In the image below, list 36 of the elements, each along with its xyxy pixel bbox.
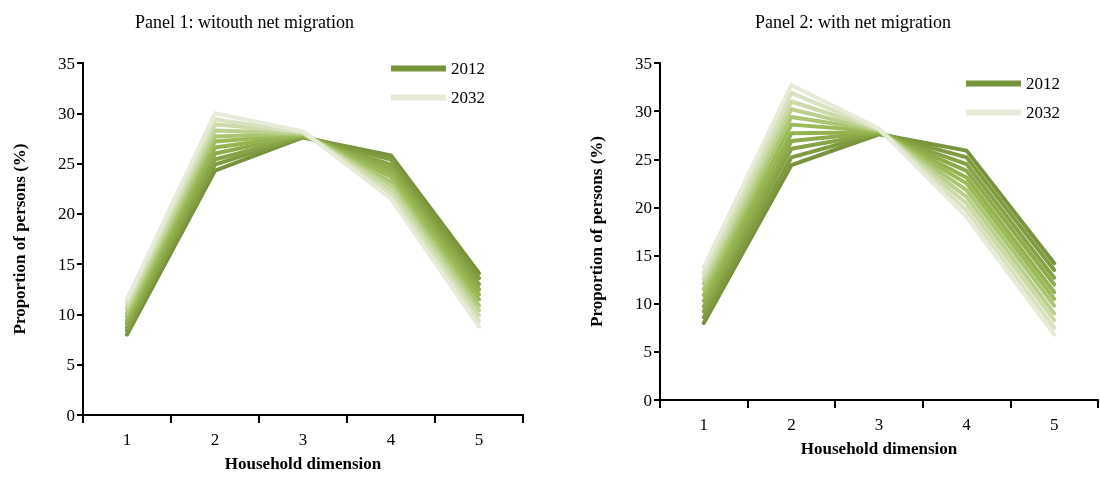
chart-title: Panel 2: with net migration [755,12,951,32]
legend-label: 2032 [451,88,485,107]
x-tick-label: 3 [298,430,308,449]
y-axis-title: Proportion of persons (%) [587,136,606,327]
legend-label: 2012 [1026,74,1060,93]
x-tick-label: 1 [122,430,132,449]
y-tick-label: 15 [635,246,652,266]
x-axis-title: Household dimension [224,454,382,473]
y-tick-label: 0 [643,390,652,410]
x-tick-label: 2 [787,415,796,434]
x-tick-label: 5 [1049,415,1059,434]
x-tick-label: 5 [474,430,484,449]
y-tick-label: 20 [58,204,75,224]
x-tick-label: 2 [210,430,220,449]
y-tick-label: 10 [635,294,652,314]
legend-label: 2012 [451,59,485,78]
y-tick-label: 25 [58,154,75,174]
y-tick-label: 25 [635,149,652,169]
y-tick-label: 0 [66,405,75,425]
y-tick-label: 35 [58,53,75,73]
y-tick-label: 35 [635,53,652,73]
y-tick-label: 20 [635,197,652,217]
y-tick-label: 10 [58,304,75,324]
y-tick-label: 15 [58,254,75,274]
x-tick-label: 4 [386,430,396,449]
y-tick-label: 5 [66,355,75,375]
y-tick-label: 30 [58,103,75,123]
legend-label: 2032 [1026,103,1060,122]
x-tick-label: 4 [962,415,972,434]
y-tick-label: 30 [635,101,652,121]
chart-title: Panel 1: witouth net migration [135,12,354,32]
x-tick-label: 3 [874,415,884,434]
x-tick-label: 1 [699,415,709,434]
y-axis-title: Proportion of persons (%) [10,143,29,335]
x-axis-title: Household dimension [800,439,958,458]
y-tick-label: 5 [643,342,652,362]
